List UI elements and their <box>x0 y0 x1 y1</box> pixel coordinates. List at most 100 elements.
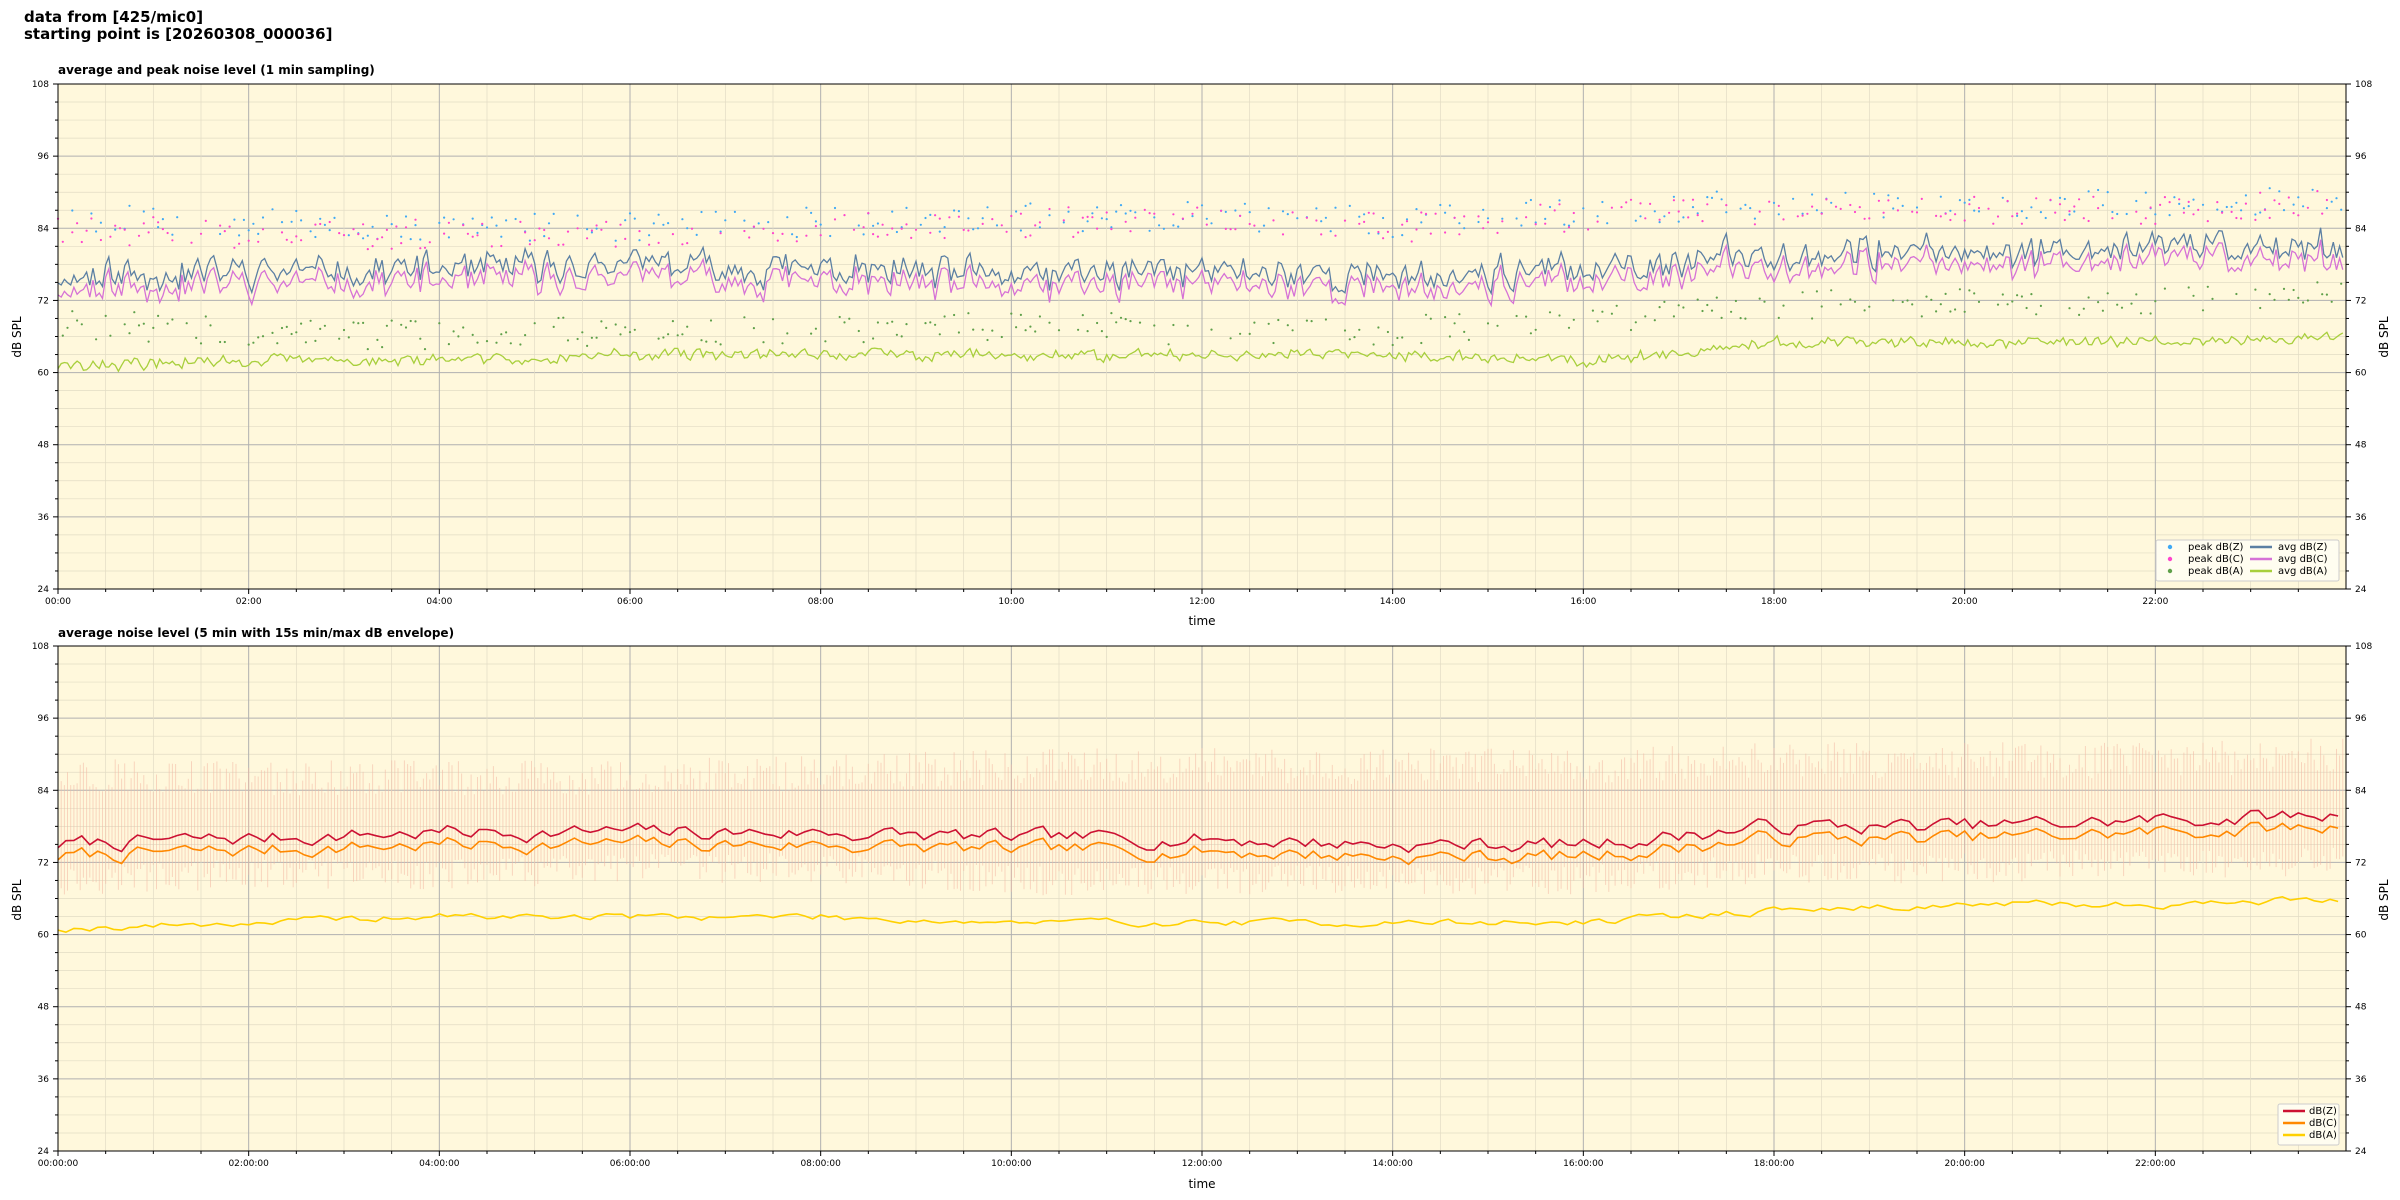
top-point-peak-c <box>547 237 551 240</box>
top-point-peak-a <box>1110 312 1113 315</box>
top-point-peak-z <box>233 218 236 221</box>
top-legend-label: peak dB(Z) <box>2188 542 2244 553</box>
top-point-peak-c <box>1124 220 1127 223</box>
top-point-peak-z <box>366 234 369 237</box>
top-point-peak-a <box>1348 338 1351 341</box>
top-point-peak-z <box>2311 188 2314 191</box>
top-point-peak-z <box>252 222 255 225</box>
top-point-peak-c <box>2178 198 2181 201</box>
top-point-peak-a <box>128 332 131 335</box>
top-point-peak-a <box>895 333 899 336</box>
top-point-peak-c <box>1048 207 1051 211</box>
top-point-peak-a <box>2039 304 2042 307</box>
bottom-line-db-a <box>57 895 2339 934</box>
top-point-peak-z <box>323 223 326 226</box>
top-point-peak-z <box>1267 207 1270 210</box>
top-point-peak-c <box>557 243 560 246</box>
top-point-peak-c <box>1811 205 1814 208</box>
top-point-peak-a <box>352 321 355 324</box>
top-point-peak-c <box>1196 206 1199 209</box>
top-point-peak-c <box>1610 206 1613 209</box>
data-source-label: data from [425/mic0] <box>24 8 204 26</box>
top-point-peak-a <box>1024 329 1027 332</box>
top-point-peak-a <box>1172 323 1175 327</box>
top-point-peak-a <box>1739 317 1742 320</box>
top-point-peak-z <box>1200 204 1204 207</box>
top-point-peak-a <box>1467 338 1470 341</box>
top-point-peak-z <box>1024 204 1027 207</box>
top-legend-box <box>2155 539 2340 582</box>
top-point-peak-c <box>1000 224 1003 227</box>
top-point-peak-a <box>2302 301 2305 304</box>
top-point-peak-c <box>819 234 822 237</box>
top-point-peak-a <box>471 333 474 336</box>
top-point-peak-a <box>810 332 813 335</box>
top-point-peak-c <box>1920 197 1923 200</box>
bottom-line-db-z <box>57 809 2339 854</box>
top-point-peak-c <box>852 228 856 231</box>
top-point-peak-a <box>719 343 722 346</box>
top-point-peak-a <box>743 316 746 319</box>
top-point-peak-c <box>1153 212 1156 215</box>
top-point-peak-c <box>1239 214 1242 217</box>
top-point-peak-c <box>1629 198 1633 201</box>
top-point-peak-c <box>2268 216 2271 219</box>
top-point-peak-c <box>1625 201 1628 204</box>
top-point-peak-a <box>195 336 198 339</box>
top-point-peak-z <box>924 216 927 220</box>
top-point-peak-z <box>1739 207 1742 210</box>
top-point-peak-c <box>385 228 388 231</box>
top-point-peak-z <box>2268 187 2271 190</box>
top-point-peak-c <box>891 227 894 230</box>
top-point-peak-c <box>257 240 260 243</box>
top-point-peak-z <box>1329 230 1332 233</box>
top-point-peak-c <box>338 232 341 235</box>
top-point-peak-a <box>366 348 369 351</box>
top-point-peak-c <box>128 244 131 247</box>
top-point-peak-c <box>914 228 918 231</box>
top-point-peak-z <box>1973 209 1976 212</box>
top-point-peak-a <box>700 339 703 342</box>
top-point-peak-z <box>128 204 131 207</box>
top-point-peak-z <box>1915 206 1919 209</box>
top-point-peak-a <box>967 312 970 315</box>
top-point-peak-a <box>1696 298 1699 301</box>
top-point-peak-a <box>385 324 388 327</box>
top-point-peak-a <box>1153 324 1156 327</box>
top-point-peak-c <box>1358 222 1361 225</box>
top-point-peak-c <box>1587 228 1590 231</box>
top-point-peak-a <box>1167 343 1170 346</box>
top-point-peak-a <box>1515 314 1518 318</box>
top-point-peak-z <box>500 235 503 238</box>
top-point-peak-c <box>109 235 112 238</box>
top-line-avg-c <box>57 239 2344 308</box>
top-point-peak-z <box>176 216 179 219</box>
top-point-peak-c <box>423 246 427 249</box>
top-point-peak-a <box>838 315 841 319</box>
top-point-peak-z <box>362 237 365 240</box>
top-point-peak-z <box>1281 210 1285 213</box>
top-point-peak-z <box>514 217 517 221</box>
top-point-peak-c <box>2230 210 2233 213</box>
bottom-ytick-label-right: 84 <box>2355 786 2367 796</box>
top-point-peak-c <box>2292 212 2295 215</box>
top-point-peak-a <box>304 341 307 344</box>
top-point-peak-a <box>676 334 679 337</box>
top-point-peak-a <box>814 327 818 330</box>
top-point-peak-c <box>1977 206 1981 210</box>
top-point-peak-z <box>1892 207 1895 210</box>
top-point-peak-a <box>1720 316 1723 319</box>
top-point-peak-z <box>1582 207 1585 210</box>
top-point-peak-c <box>862 226 865 229</box>
top-point-peak-z <box>638 239 641 242</box>
top-point-peak-c <box>2111 217 2114 220</box>
bottom-chart-xlabel: time <box>1188 1177 1215 1191</box>
top-point-peak-a <box>1758 297 1761 300</box>
top-point-peak-z <box>1444 211 1447 214</box>
top-point-peak-c <box>1482 227 1485 230</box>
top-point-peak-a <box>929 321 932 324</box>
top-xtick-label: 00:00 <box>45 597 71 607</box>
bottom-ytick-label-left: 84 <box>38 786 50 796</box>
top-point-peak-c <box>476 234 479 237</box>
top-point-peak-c <box>1272 219 1275 222</box>
